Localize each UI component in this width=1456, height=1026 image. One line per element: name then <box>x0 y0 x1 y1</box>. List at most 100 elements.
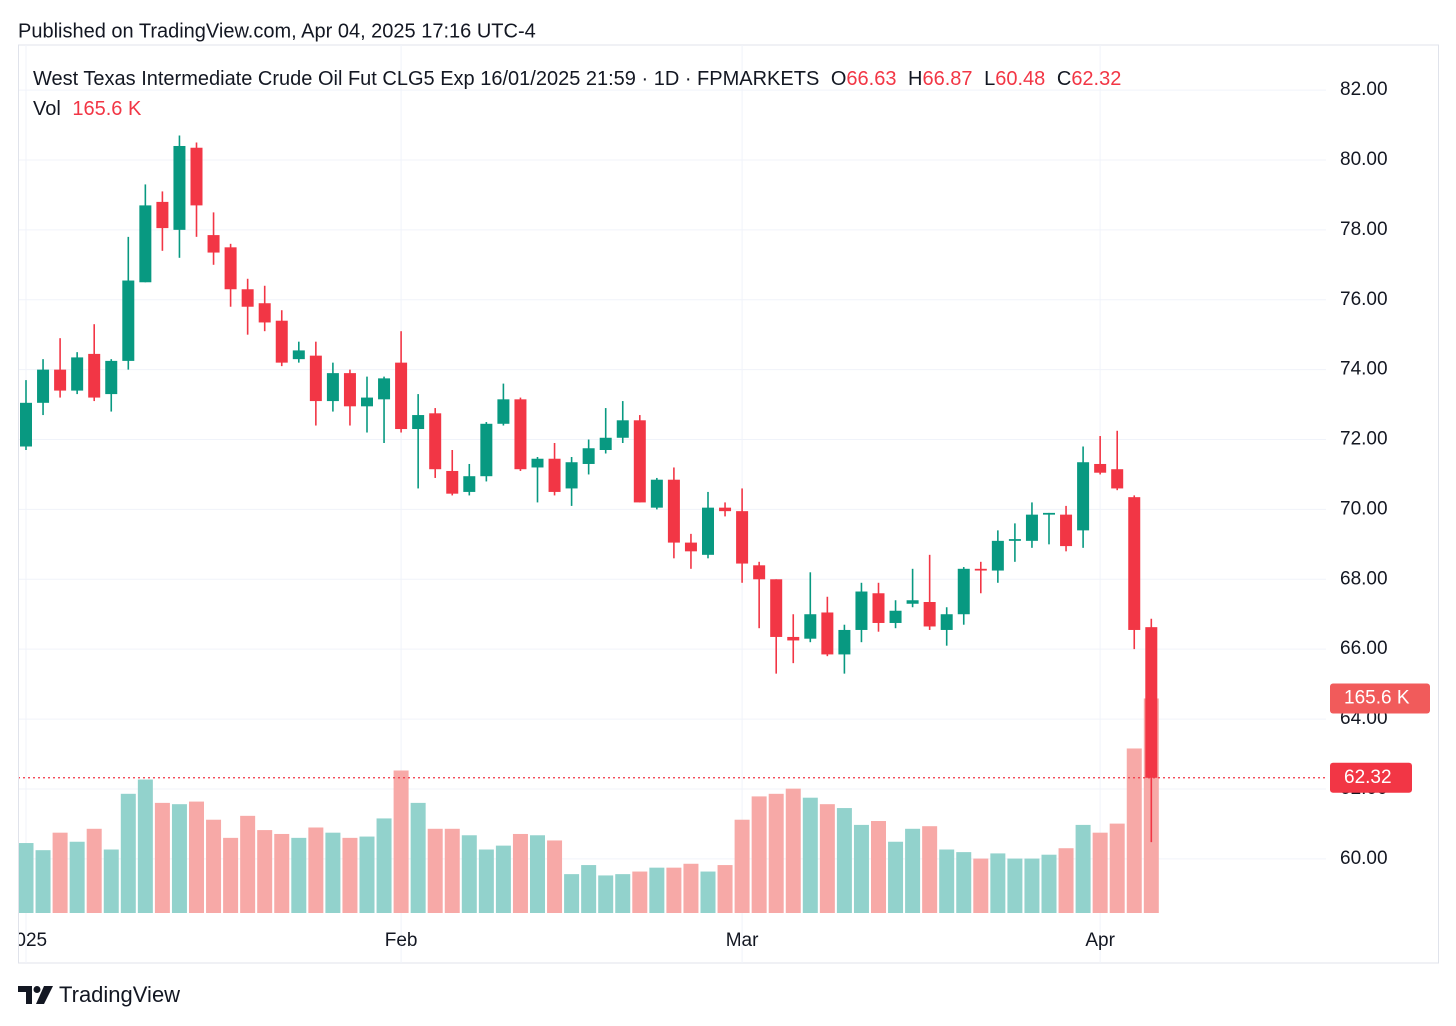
candle-body <box>702 507 714 555</box>
volume-bar <box>478 849 494 913</box>
candle-body <box>1145 627 1158 778</box>
volume-bar <box>189 801 204 913</box>
volume-bar <box>922 826 938 913</box>
y-tick-label: 80.00 <box>1340 149 1388 170</box>
volume-bar <box>1041 854 1057 913</box>
volume-bar <box>257 830 273 913</box>
volume-bar <box>35 850 51 913</box>
volume-bar <box>581 865 597 913</box>
price-axis: 60.0062.0064.0066.0068.0070.0072.0074.00… <box>1330 79 1430 869</box>
volume-bar <box>802 797 818 913</box>
volume-bar <box>342 837 358 913</box>
volume-bar <box>973 858 989 913</box>
volume-bar <box>717 865 733 913</box>
price-badge-label: 62.32 <box>1344 767 1392 788</box>
candle-body <box>787 636 800 641</box>
volume-bar <box>1092 832 1108 913</box>
y-tick-label: 74.00 <box>1340 359 1388 380</box>
candle-body <box>446 470 459 494</box>
x-tick-label: 2025 <box>5 930 47 951</box>
candle-body <box>190 147 203 206</box>
volume-bar <box>530 835 545 913</box>
volume-bar <box>700 871 716 913</box>
candle-body <box>548 458 561 492</box>
candle-body <box>71 357 84 391</box>
volume-bar <box>1075 824 1091 913</box>
volume-bar <box>547 840 563 913</box>
volume-bar <box>615 874 631 913</box>
candle-body <box>378 378 391 400</box>
candle-body <box>1077 462 1090 531</box>
volume-badge-label: 165.6 K <box>1344 687 1410 708</box>
y-tick-label: 78.00 <box>1340 219 1388 240</box>
candle-body <box>599 437 612 450</box>
candle-body <box>684 542 697 552</box>
candle-body <box>122 280 135 361</box>
y-tick-label: 76.00 <box>1340 289 1388 310</box>
volume-bar <box>751 796 767 913</box>
candle-body <box>37 369 50 403</box>
candle-body <box>821 612 834 655</box>
volume-bar <box>171 804 187 913</box>
candle-body <box>582 448 595 464</box>
candle-body <box>139 205 152 283</box>
y-tick-label: 70.00 <box>1340 498 1388 519</box>
candle-body <box>838 629 851 655</box>
candle-body <box>855 591 868 630</box>
tradingview-logo <box>18 986 53 1004</box>
volume-bar <box>223 837 239 913</box>
candle-body <box>20 402 32 447</box>
volume-bar <box>103 849 119 913</box>
volume-bar <box>956 852 972 913</box>
legend-header: West Texas Intermediate Crude Oil Fut CL… <box>33 68 1121 90</box>
candle-body <box>1008 539 1021 541</box>
volume-bar <box>1058 848 1074 913</box>
volume-bar <box>666 867 682 913</box>
volume-bar <box>376 818 392 913</box>
candle-body <box>429 413 442 470</box>
volume-bar <box>359 836 375 913</box>
volume-bar <box>836 808 852 913</box>
volume-bar <box>325 832 341 913</box>
volume-bar <box>598 875 614 913</box>
volume-bar <box>512 833 528 913</box>
volume-bar <box>785 788 801 913</box>
candle-body <box>804 614 817 639</box>
volume-bar <box>410 802 426 913</box>
candle-body <box>275 320 288 363</box>
volume-bar <box>632 871 648 913</box>
legend-label: L <box>984 68 995 90</box>
legend-value: 62.32 <box>1071 68 1121 90</box>
legend-label: C <box>1057 68 1071 90</box>
volume-bar <box>308 827 324 913</box>
legend-label: H <box>908 68 922 90</box>
volume-bar <box>495 845 511 913</box>
candle-body <box>361 397 373 407</box>
candle-body <box>207 235 220 253</box>
candle-body <box>497 399 510 424</box>
candle-body <box>88 353 101 398</box>
volume-bar <box>939 849 955 913</box>
volume-bar <box>427 828 443 913</box>
candle-body <box>770 579 783 637</box>
candle-body <box>616 420 629 438</box>
volume-bar <box>52 832 68 913</box>
candle-body <box>633 420 646 503</box>
candle-body <box>309 355 322 402</box>
volume-name: Vol <box>33 98 61 120</box>
volume-bar <box>853 824 869 913</box>
volume-bar <box>819 804 835 913</box>
candle-body <box>54 369 67 391</box>
candle-body <box>923 602 936 627</box>
legend-value: 66.87 <box>922 68 972 90</box>
volume-bar <box>69 841 85 913</box>
legend-value: 60.48 <box>995 68 1045 90</box>
candle-body <box>514 399 527 470</box>
volume-bar <box>871 821 886 913</box>
candle-body <box>1128 497 1141 630</box>
chart-frame <box>18 44 1439 964</box>
volume-bar <box>291 837 307 913</box>
candle-body <box>463 476 476 492</box>
